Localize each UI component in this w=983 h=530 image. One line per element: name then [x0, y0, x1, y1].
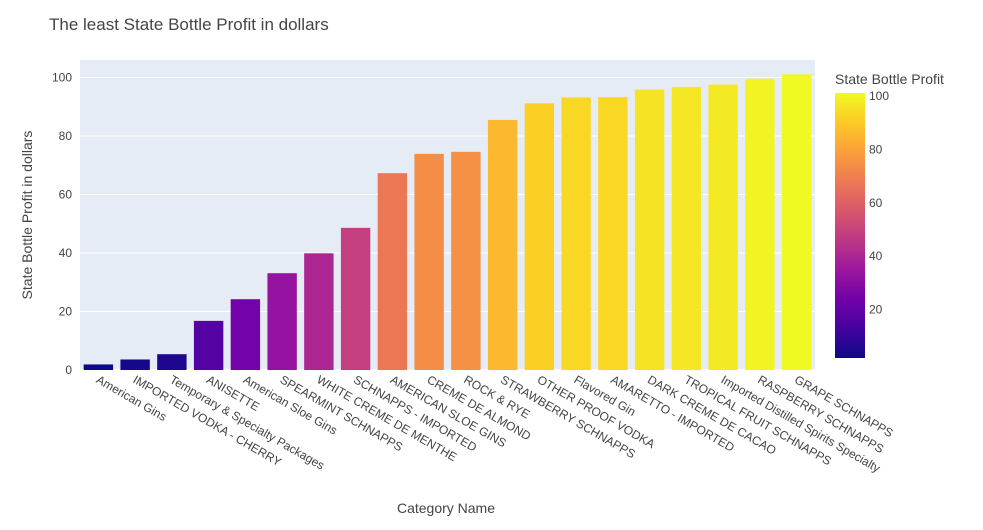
x-axis-title: Category Name [397, 500, 495, 516]
colorbar-tick-label: 40 [869, 249, 883, 263]
bar[interactable] [377, 173, 408, 370]
bar[interactable] [634, 89, 665, 371]
bars [83, 74, 812, 371]
colorbar-tick-label: 100 [869, 89, 889, 103]
colorbar-title: State Bottle Profit [835, 71, 944, 87]
bar[interactable] [451, 151, 481, 370]
bar[interactable] [487, 119, 518, 371]
colorbar-gradient [835, 93, 865, 358]
bar[interactable] [708, 84, 738, 370]
colorbar-tick-label: 20 [869, 303, 883, 317]
colorbar: State Bottle Profit 20 40 60 80 100 [835, 71, 944, 358]
bar[interactable] [781, 74, 812, 370]
bar[interactable] [414, 153, 444, 370]
bar[interactable] [157, 354, 187, 370]
chart-title: The least State Bottle Profit in dollars [49, 15, 329, 34]
y-tick-label: 60 [59, 188, 73, 202]
y-tick-label: 40 [59, 246, 73, 260]
bar[interactable] [745, 78, 775, 370]
y-tick-label: 80 [59, 129, 73, 143]
y-tick-label: 20 [59, 305, 73, 319]
y-tick-label: 0 [65, 363, 72, 377]
colorbar-tick-label: 80 [869, 142, 883, 156]
bar[interactable] [671, 86, 702, 370]
y-axis-title: State Bottle Profit in dollars [19, 131, 35, 300]
bar[interactable] [230, 299, 261, 370]
bar[interactable] [340, 227, 371, 370]
bar[interactable] [193, 320, 224, 370]
bar[interactable] [120, 359, 150, 370]
bar[interactable] [524, 103, 555, 370]
bar[interactable] [598, 97, 628, 370]
colorbar-ticks: 20 40 60 80 100 [869, 89, 889, 317]
colorbar-tick-label: 60 [869, 196, 883, 210]
bar[interactable] [267, 273, 297, 370]
plot-area [80, 60, 815, 370]
bar[interactable] [83, 364, 114, 370]
y-axis-ticks: 0 20 40 60 80 100 [52, 71, 72, 377]
y-tick-label: 100 [52, 71, 72, 85]
bar[interactable] [561, 97, 591, 370]
bar[interactable] [304, 253, 334, 370]
